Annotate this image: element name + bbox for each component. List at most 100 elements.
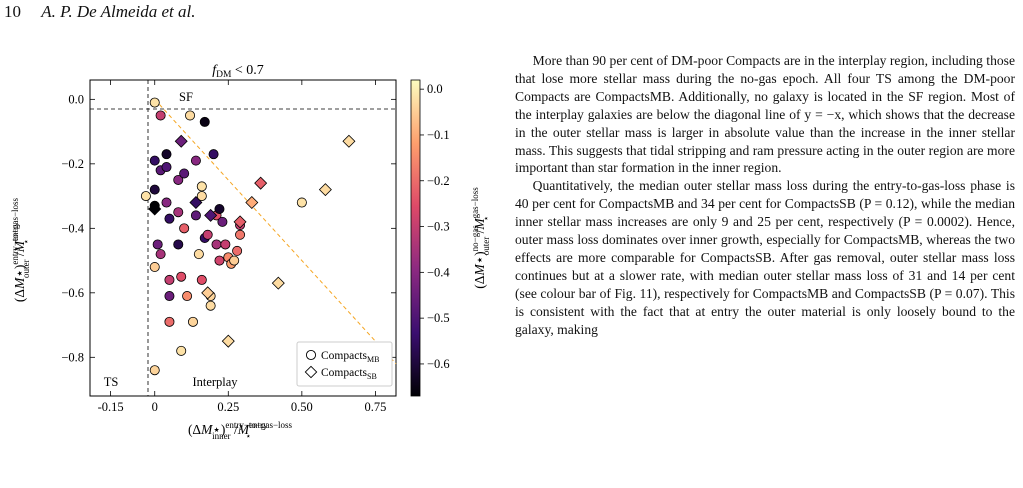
point-compacts-mb xyxy=(196,181,207,192)
region-label-ts: TS xyxy=(104,375,119,389)
point-compacts-mb xyxy=(164,316,175,327)
point-compacts-mb xyxy=(173,207,184,218)
x-tick-label: 0 xyxy=(152,400,158,414)
diagonal-line xyxy=(154,99,397,365)
y-tick-label: −0.6 xyxy=(61,286,84,300)
x-axis-label: (ΔM⋆)entry−to−gas−loss inner /Mentry ⋆ xyxy=(188,420,293,441)
point-compacts-mb xyxy=(187,316,198,327)
point-compacts-mb xyxy=(229,255,240,266)
point-compacts-mb xyxy=(196,191,207,202)
legend-circle-marker xyxy=(305,349,317,361)
y-tick-label: −0.2 xyxy=(61,157,84,171)
colorbar-tick-label: −0.5 xyxy=(427,311,450,325)
point-compacts-mb xyxy=(149,155,160,166)
point-compacts-mb xyxy=(164,274,175,285)
x-tick-label: 0.75 xyxy=(364,400,386,414)
point-compacts-sb xyxy=(254,176,268,190)
point-compacts-sb xyxy=(148,202,162,216)
colorbar xyxy=(410,79,421,397)
point-compacts-mb xyxy=(155,249,166,260)
point-compacts-mb xyxy=(220,239,231,250)
figure-title: fDM < 0.7 xyxy=(212,63,264,80)
point-compacts-mb xyxy=(149,184,160,195)
point-compacts-mb xyxy=(211,239,222,250)
colorbar-tick-label: −0.6 xyxy=(427,357,450,371)
point-compacts-mb xyxy=(161,197,172,208)
y-axis-label: (ΔM⋆)entry−to−gas−lossouter /Mentry⋆ xyxy=(10,197,31,302)
legend-box xyxy=(296,341,393,387)
legend-label-sb: CompactsSB xyxy=(321,367,377,381)
point-compacts-sb xyxy=(342,134,356,148)
point-compacts-mb xyxy=(155,110,166,121)
point-compacts-mb xyxy=(190,155,201,166)
legend-diamond-marker xyxy=(304,365,318,379)
point-compacts-mb xyxy=(149,365,160,376)
x-tick-label: 0.25 xyxy=(217,400,239,414)
running-header: 10 A. P. De Almeida et al. xyxy=(4,2,196,22)
colorbar-tick-label: −0.2 xyxy=(427,174,450,188)
point-compacts-mb xyxy=(193,249,204,260)
point-compacts-mb xyxy=(185,110,196,121)
point-compacts-sb xyxy=(221,334,235,348)
point-compacts-mb xyxy=(161,162,172,173)
point-compacts-mb xyxy=(190,210,201,221)
plot-frame xyxy=(89,79,397,397)
colorbar-tick-label: −0.3 xyxy=(427,220,450,234)
y-tick-label: −0.8 xyxy=(61,350,84,364)
data-points xyxy=(140,97,356,376)
y-axis-ticks: 0.0 −0.2 −0.4 −0.6 −0.8 xyxy=(61,92,396,364)
point-compacts-mb xyxy=(149,262,160,273)
point-compacts-mb xyxy=(202,229,213,240)
point-compacts-mb xyxy=(149,97,160,108)
point-compacts-sb xyxy=(189,196,203,210)
point-compacts-mb xyxy=(217,216,228,227)
point-compacts-sb xyxy=(204,208,218,222)
colorbar-label: (ΔM⋆)no−gasouter /Mgas−loss⋆ xyxy=(470,187,491,289)
y-tick-label: 0.0 xyxy=(68,92,84,106)
page-number: 10 xyxy=(4,2,21,21)
point-compacts-mb xyxy=(173,239,184,250)
point-compacts-mb xyxy=(232,245,243,256)
x-tick-label: 0.50 xyxy=(291,400,313,414)
legend: CompactsMB CompactsSB xyxy=(296,341,393,387)
point-compacts-mb xyxy=(296,197,307,208)
point-compacts-mb xyxy=(161,149,172,160)
x-tick-label: -0.15 xyxy=(98,400,124,414)
point-compacts-mb xyxy=(179,223,190,234)
point-compacts-mb xyxy=(164,291,175,302)
point-compacts-mb xyxy=(176,271,187,282)
region-label-sf: SF xyxy=(179,90,193,104)
point-compacts-mb xyxy=(208,149,219,160)
point-compacts-mb xyxy=(152,239,163,250)
legend-label-mb: CompactsMB xyxy=(321,350,379,364)
point-compacts-mb xyxy=(205,300,216,311)
scatter-figure: fDM < 0.7 SF TS Interplay -0.15 0 0.25 0.50… xyxy=(10,63,491,441)
paragraph-1: More than 90 per cent of DM-poor Compact… xyxy=(515,53,1015,176)
article-body: More than 90 per cent of DM-poor Compact… xyxy=(515,52,1015,339)
point-compacts-mb xyxy=(196,274,207,285)
x-axis-ticks: -0.15 0 0.25 0.50 0.75 xyxy=(98,80,386,414)
colorbar-tick-label: −0.1 xyxy=(427,128,450,142)
point-compacts-mb xyxy=(235,229,246,240)
point-compacts-sb xyxy=(245,196,259,210)
y-tick-label: −0.4 xyxy=(61,221,84,235)
colorbar-tick-label: −0.4 xyxy=(427,265,450,279)
point-compacts-mb xyxy=(199,116,210,127)
point-compacts-sb xyxy=(271,276,285,290)
point-compacts-sb xyxy=(233,215,247,229)
point-compacts-sb xyxy=(318,183,332,197)
point-compacts-mb xyxy=(173,174,184,185)
point-compacts-sb xyxy=(174,134,188,148)
colorbar-ticks: 0.0 −0.1 −0.2 −0.3 −0.4 −0.5 −0.6 xyxy=(420,82,450,371)
paragraph-2: Quantitatively, the median outer stellar… xyxy=(515,178,1015,337)
point-compacts-mb xyxy=(214,203,225,214)
point-compacts-mb xyxy=(140,191,151,202)
point-compacts-mb xyxy=(214,255,225,266)
point-compacts-mb xyxy=(179,168,190,179)
point-compacts-mb xyxy=(164,213,175,224)
point-compacts-sb xyxy=(201,286,215,300)
region-label-interplay: Interplay xyxy=(192,375,238,389)
point-compacts-mb xyxy=(182,291,193,302)
author-line: A. P. De Almeida et al. xyxy=(41,2,196,21)
colorbar-tick-label: 0.0 xyxy=(427,82,443,96)
